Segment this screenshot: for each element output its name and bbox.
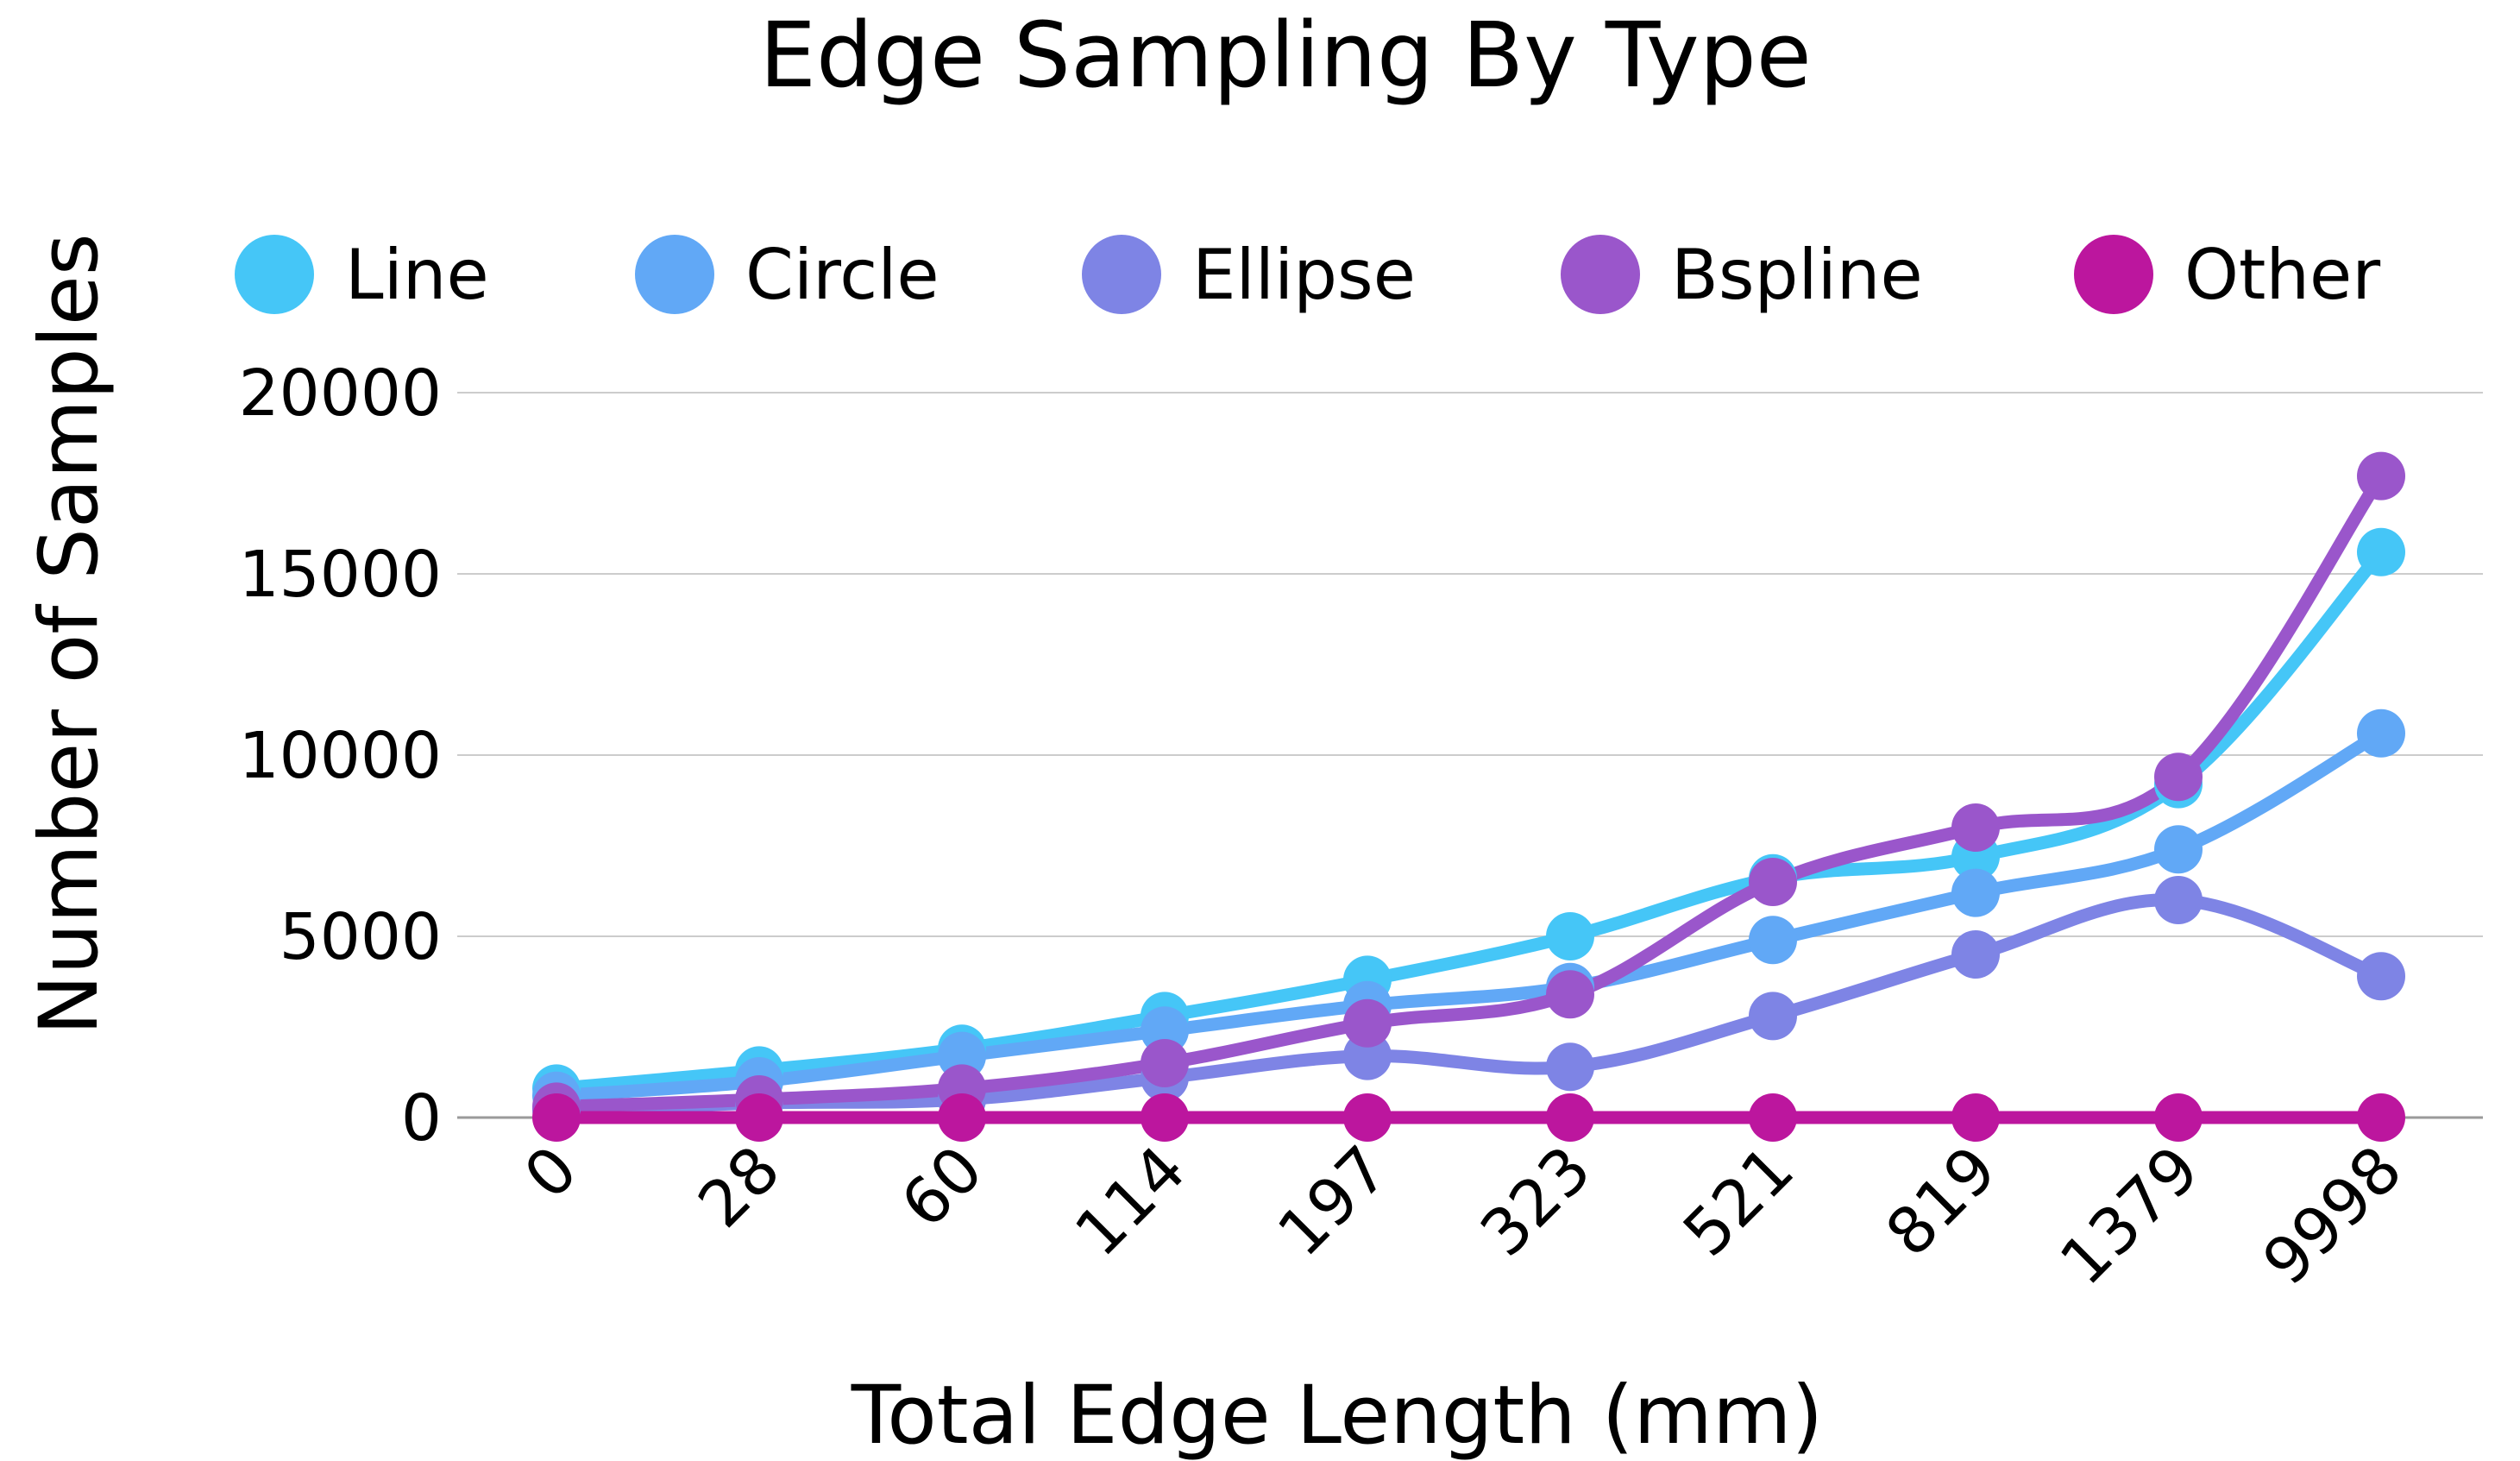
data-point-other-1379 [2154,1093,2203,1142]
data-point-ellipse-323 [1546,1042,1594,1092]
x-tick-label: 0 [511,1132,592,1213]
data-point-bspline-1379 [2154,753,2203,802]
x-tick-label: 819 [1872,1132,2011,1271]
legend-label-circle: Circle [745,235,940,315]
legend-marker-bspline [1561,235,1640,314]
data-point-other-114 [1141,1093,1189,1142]
x-tick-label: 323 [1467,1132,1606,1271]
data-point-other-521 [1749,1093,1797,1142]
series-line-ellipse [550,893,2388,1118]
y-axis-ticks: 0 5000 10000 15000 20000 [239,356,442,1156]
x-tick-label: 521 [1669,1132,1808,1271]
data-point-other-9998 [2357,1093,2405,1142]
y-tick-label: 10000 [239,719,442,793]
data-point-other-0 [532,1093,581,1142]
x-tick-label: 1379 [2046,1132,2214,1300]
data-point-ellipse-819 [1951,930,2000,979]
legend-label-bspline: Bspline [1671,235,1923,315]
data-point-ellipse-1379 [2154,876,2203,924]
data-point-line-323 [1546,912,1594,960]
x-axis-title: Total Edge Length (mm) [851,1369,1823,1461]
data-point-other-197 [1343,1093,1392,1142]
y-tick-label: 15000 [239,538,442,612]
series-points [532,451,2405,1142]
x-tick-label: 114 [1061,1132,1200,1271]
data-point-circle-9998 [2357,708,2405,758]
legend-label-line: Line [345,235,489,315]
legend-marker-ellipse [1082,235,1161,314]
series-line-circle [550,727,2388,1103]
x-tick-label: 60 [887,1132,996,1242]
data-point-other-819 [1951,1093,2000,1142]
data-point-other-60 [938,1093,986,1142]
x-tick-label: 197 [1264,1132,1403,1271]
data-point-bspline-323 [1546,970,1594,1019]
legend-marker-line [235,235,314,314]
y-axis-title: Number of Samples [22,233,116,1035]
chart-title: Edge Sampling By Type [759,3,1811,108]
data-point-line-9998 [2357,527,2405,576]
legend: Line Circle Ellipse Bspline Other [235,235,2380,315]
series-lines [550,469,2388,1124]
data-point-bspline-521 [1749,858,1797,906]
data-point-other-323 [1546,1093,1594,1142]
legend-marker-other [2074,235,2153,314]
data-point-bspline-114 [1141,1039,1189,1087]
data-point-bspline-819 [1951,803,2000,852]
y-tick-label: 5000 [280,900,442,974]
data-point-circle-521 [1749,916,1797,965]
data-point-bspline-9998 [2357,451,2405,501]
data-point-ellipse-9998 [2357,952,2405,1001]
legend-marker-circle [635,235,714,314]
series-line-line [550,545,2388,1095]
data-point-circle-819 [1951,868,2000,917]
legend-label-other: Other [2184,235,2380,315]
series-line-bspline [550,469,2388,1113]
data-point-bspline-197 [1343,998,1392,1048]
x-tick-label: 9998 [2249,1132,2416,1300]
x-tick-label: 28 [684,1132,794,1242]
data-point-other-28 [735,1093,783,1142]
data-point-circle-1379 [2154,825,2203,874]
x-axis-ticks: 0 28 60 114 197 323 521 819 1379 9998 [511,1132,2416,1300]
y-tick-label: 0 [401,1081,442,1156]
legend-label-ellipse: Ellipse [1192,235,1416,315]
y-tick-label: 20000 [239,356,442,431]
data-point-ellipse-521 [1749,992,1797,1041]
